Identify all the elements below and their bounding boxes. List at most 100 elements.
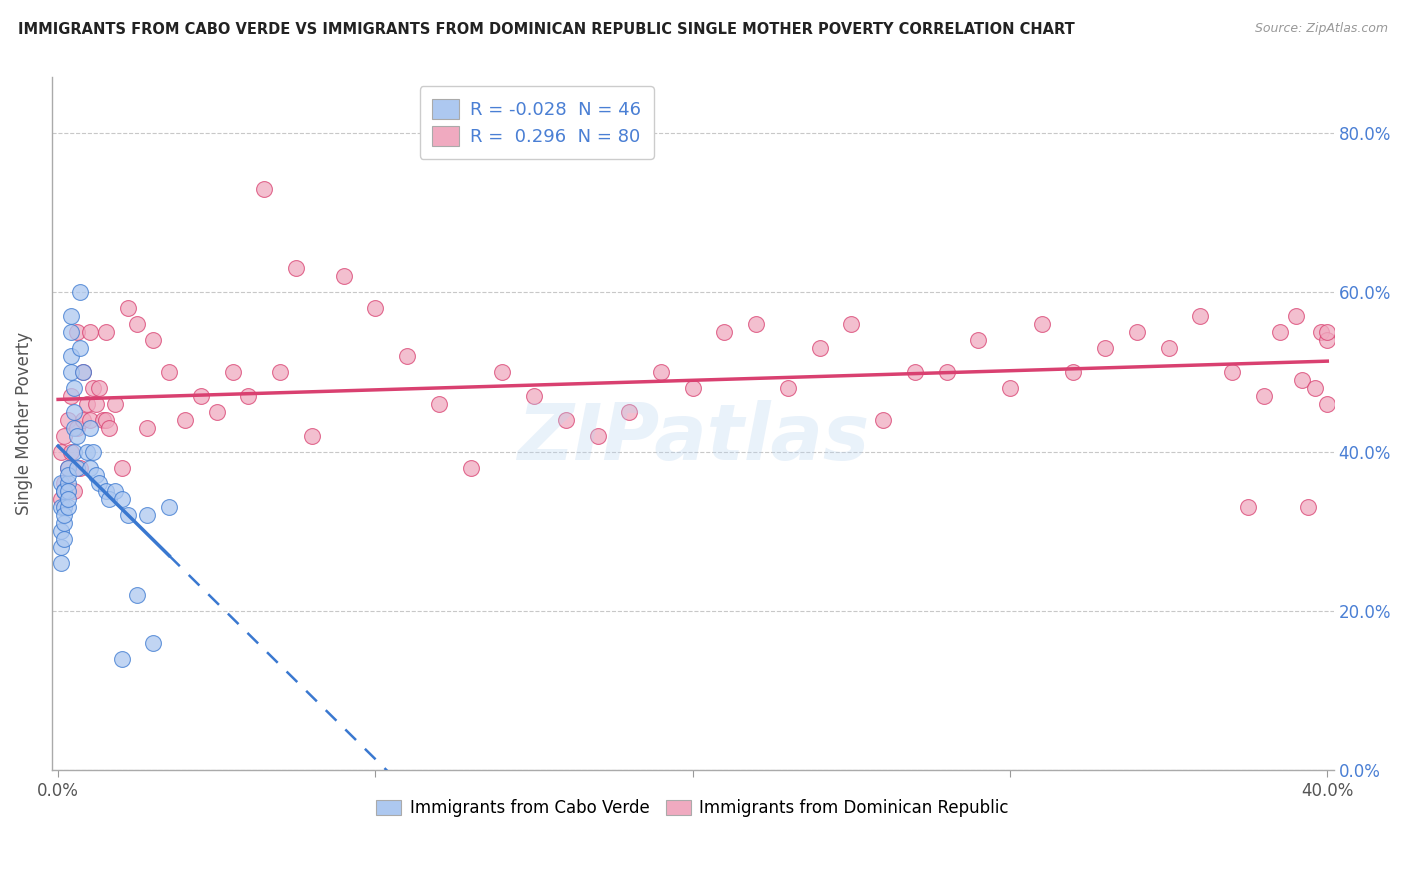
Point <box>301 428 323 442</box>
Point <box>238 389 260 403</box>
Point <box>127 588 149 602</box>
Point <box>1268 325 1291 339</box>
Point <box>79 460 101 475</box>
Point <box>491 365 513 379</box>
Point <box>51 500 73 515</box>
Point <box>59 310 82 324</box>
Point <box>136 420 159 434</box>
Y-axis label: Single Mother Poverty: Single Mother Poverty <box>15 332 32 516</box>
Point <box>460 460 482 475</box>
Point <box>1157 341 1180 355</box>
Point <box>554 413 576 427</box>
Point <box>56 500 79 515</box>
Point <box>84 468 107 483</box>
Point <box>1296 500 1319 515</box>
Point <box>53 484 76 499</box>
Point <box>1189 310 1212 324</box>
Point <box>72 413 94 427</box>
Point <box>205 405 228 419</box>
Point <box>59 444 82 458</box>
Point <box>110 492 132 507</box>
Point <box>650 365 672 379</box>
Point <box>157 500 180 515</box>
Point <box>104 397 127 411</box>
Point <box>63 381 86 395</box>
Point <box>53 516 76 531</box>
Point <box>285 261 308 276</box>
Point <box>66 325 89 339</box>
Point <box>117 508 139 523</box>
Point <box>776 381 799 395</box>
Point <box>586 428 609 442</box>
Point <box>619 405 641 419</box>
Point <box>69 285 91 300</box>
Point <box>682 381 704 395</box>
Point <box>332 269 354 284</box>
Point <box>1284 310 1306 324</box>
Point <box>53 476 76 491</box>
Point <box>904 365 927 379</box>
Point <box>253 182 276 196</box>
Point <box>72 365 94 379</box>
Point <box>1237 500 1260 515</box>
Point <box>157 365 180 379</box>
Point <box>63 444 86 458</box>
Point <box>66 420 89 434</box>
Point <box>56 476 79 491</box>
Point <box>97 492 120 507</box>
Point <box>841 317 863 331</box>
Point <box>72 365 94 379</box>
Point <box>79 325 101 339</box>
Point <box>56 460 79 475</box>
Point <box>104 484 127 499</box>
Point <box>59 365 82 379</box>
Point <box>1094 341 1116 355</box>
Point <box>190 389 212 403</box>
Point <box>51 556 73 570</box>
Point <box>56 468 79 483</box>
Point <box>1316 325 1339 339</box>
Point <box>808 341 831 355</box>
Point <box>745 317 768 331</box>
Point <box>69 341 91 355</box>
Point <box>53 484 76 499</box>
Point <box>66 460 89 475</box>
Point <box>94 413 117 427</box>
Point <box>76 397 98 411</box>
Point <box>94 325 117 339</box>
Point <box>94 484 117 499</box>
Point <box>935 365 957 379</box>
Point <box>1253 389 1275 403</box>
Point <box>1316 397 1339 411</box>
Point <box>967 333 990 347</box>
Point <box>82 444 104 458</box>
Point <box>127 317 149 331</box>
Point <box>51 444 73 458</box>
Point <box>1316 333 1339 347</box>
Text: ZIPatlas: ZIPatlas <box>516 400 869 475</box>
Point <box>1310 325 1333 339</box>
Point <box>79 413 101 427</box>
Point <box>523 389 546 403</box>
Point <box>269 365 291 379</box>
Point <box>174 413 197 427</box>
Point <box>56 492 79 507</box>
Point <box>364 301 387 316</box>
Point <box>51 476 73 491</box>
Point <box>53 532 76 546</box>
Point <box>117 301 139 316</box>
Point <box>396 349 419 363</box>
Point <box>76 444 98 458</box>
Point <box>51 492 73 507</box>
Point <box>56 413 79 427</box>
Point <box>69 460 91 475</box>
Point <box>53 500 76 515</box>
Point <box>84 397 107 411</box>
Point <box>59 325 82 339</box>
Point <box>51 540 73 554</box>
Point <box>97 420 120 434</box>
Point <box>142 635 165 649</box>
Point <box>63 484 86 499</box>
Point <box>63 405 86 419</box>
Point <box>110 651 132 665</box>
